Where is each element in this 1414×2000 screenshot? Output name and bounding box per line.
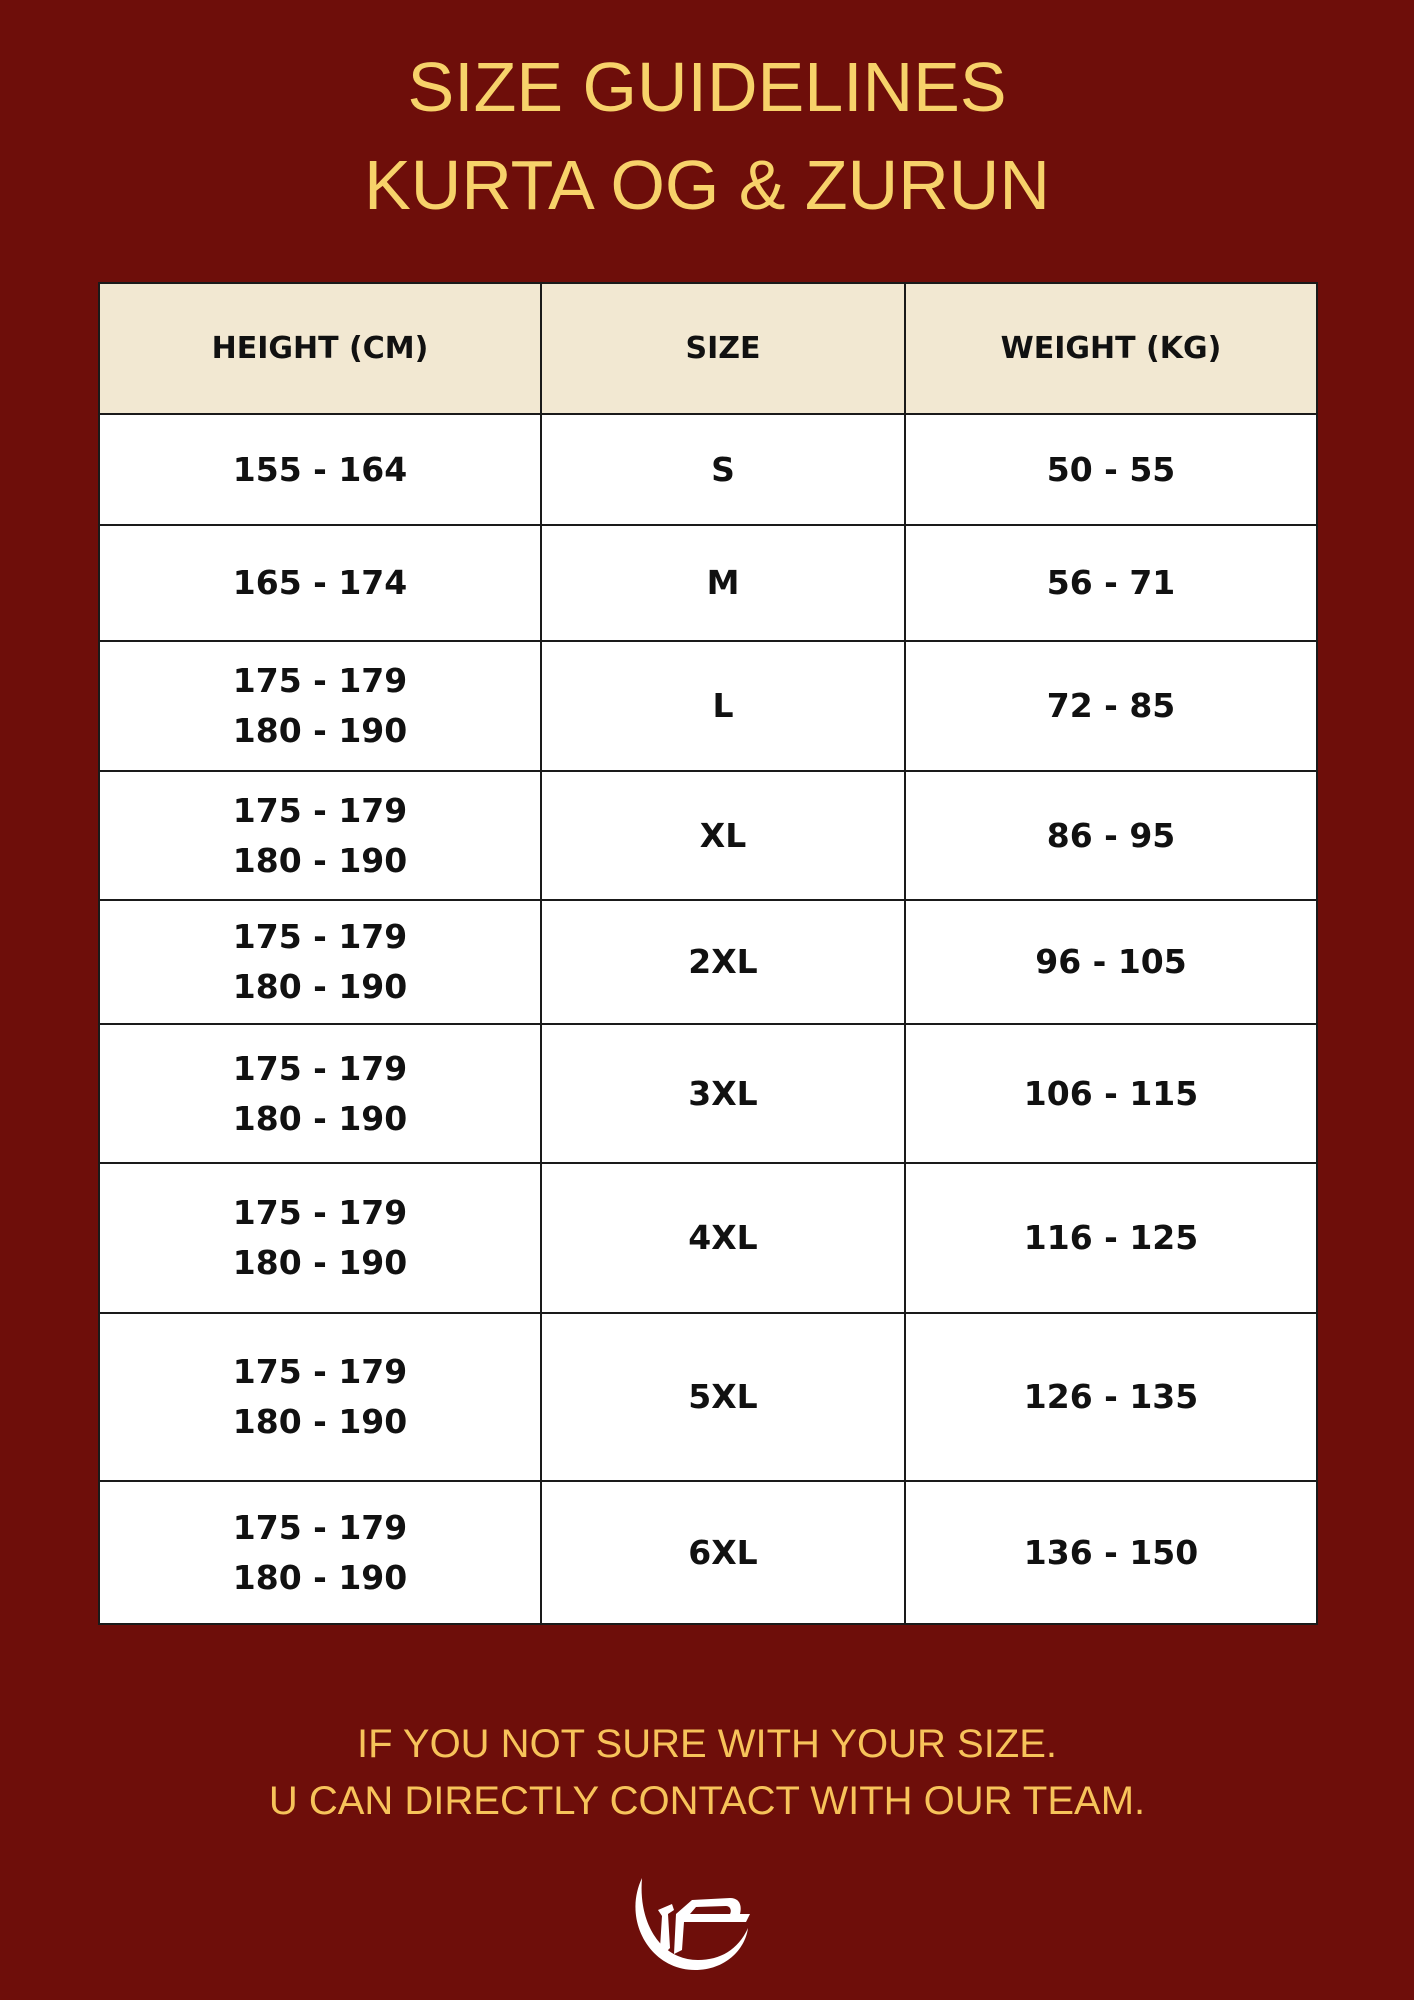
cell-height: 175 - 179180 - 190 [99, 1313, 541, 1481]
table-row: 175 - 179180 - 1904XL116 - 125 [99, 1163, 1317, 1313]
height-range: 180 - 190 [100, 1397, 540, 1447]
table-row: 175 - 179180 - 190XL86 - 95 [99, 771, 1317, 900]
cell-size: 3XL [541, 1024, 905, 1163]
title-line-1: SIZE GUIDELINES [0, 52, 1414, 122]
cell-size: 6XL [541, 1481, 905, 1624]
cell-weight: 116 - 125 [905, 1163, 1317, 1313]
cell-height: 175 - 179180 - 190 [99, 900, 541, 1024]
cell-height: 175 - 179180 - 190 [99, 1024, 541, 1163]
cell-height: 155 - 164 [99, 414, 541, 525]
crescent-monogram-logo [630, 1870, 760, 1980]
height-range: 180 - 190 [100, 706, 540, 756]
cell-weight: 106 - 115 [905, 1024, 1317, 1163]
cell-size: M [541, 525, 905, 641]
cell-size: S [541, 414, 905, 525]
table-row: 175 - 179180 - 190L72 - 85 [99, 641, 1317, 771]
table-row: 175 - 179180 - 1905XL126 - 135 [99, 1313, 1317, 1481]
header-weight: WEIGHT (KG) [905, 283, 1317, 414]
header-size: SIZE [541, 283, 905, 414]
table-header-row: HEIGHT (CM) SIZE WEIGHT (KG) [99, 283, 1317, 414]
height-range: 155 - 164 [100, 445, 540, 495]
height-range: 175 - 179 [100, 912, 540, 962]
cell-height: 175 - 179180 - 190 [99, 1163, 541, 1313]
table-row: 175 - 179180 - 1903XL106 - 115 [99, 1024, 1317, 1163]
table-row: 165 - 174M56 - 71 [99, 525, 1317, 641]
header-height: HEIGHT (CM) [99, 283, 541, 414]
height-range: 175 - 179 [100, 1503, 540, 1553]
height-range: 175 - 179 [100, 1347, 540, 1397]
height-range: 180 - 190 [100, 1553, 540, 1603]
cell-weight: 96 - 105 [905, 900, 1317, 1024]
cell-weight: 56 - 71 [905, 525, 1317, 641]
cell-height: 175 - 179180 - 190 [99, 1481, 541, 1624]
table-row: 175 - 179180 - 1902XL96 - 105 [99, 900, 1317, 1024]
height-range: 175 - 179 [100, 1044, 540, 1094]
table-row: 155 - 164S50 - 55 [99, 414, 1317, 525]
cell-height: 175 - 179180 - 190 [99, 641, 541, 771]
cell-weight: 86 - 95 [905, 771, 1317, 900]
cell-height: 175 - 179180 - 190 [99, 771, 541, 900]
height-range: 175 - 179 [100, 1188, 540, 1238]
cell-weight: 72 - 85 [905, 641, 1317, 771]
cell-weight: 136 - 150 [905, 1481, 1317, 1624]
height-range: 180 - 190 [100, 836, 540, 886]
height-range: 175 - 179 [100, 656, 540, 706]
footer-line-1: IF YOU NOT SURE WITH YOUR SIZE. [0, 1724, 1414, 1764]
size-table: HEIGHT (CM) SIZE WEIGHT (KG) 155 - 164S5… [98, 282, 1318, 1625]
title-line-2: KURTA OG & ZURUN [0, 150, 1414, 220]
cell-weight: 50 - 55 [905, 414, 1317, 525]
height-range: 180 - 190 [100, 1238, 540, 1288]
height-range: 180 - 190 [100, 962, 540, 1012]
height-range: 180 - 190 [100, 1094, 540, 1144]
height-range: 175 - 179 [100, 786, 540, 836]
height-range: 165 - 174 [100, 558, 540, 608]
cell-size: L [541, 641, 905, 771]
footer-line-2: U CAN DIRECTLY CONTACT WITH OUR TEAM. [0, 1781, 1414, 1821]
cell-height: 165 - 174 [99, 525, 541, 641]
table-row: 175 - 179180 - 1906XL136 - 150 [99, 1481, 1317, 1624]
cell-size: 2XL [541, 900, 905, 1024]
cell-size: XL [541, 771, 905, 900]
cell-size: 4XL [541, 1163, 905, 1313]
cell-size: 5XL [541, 1313, 905, 1481]
cell-weight: 126 - 135 [905, 1313, 1317, 1481]
